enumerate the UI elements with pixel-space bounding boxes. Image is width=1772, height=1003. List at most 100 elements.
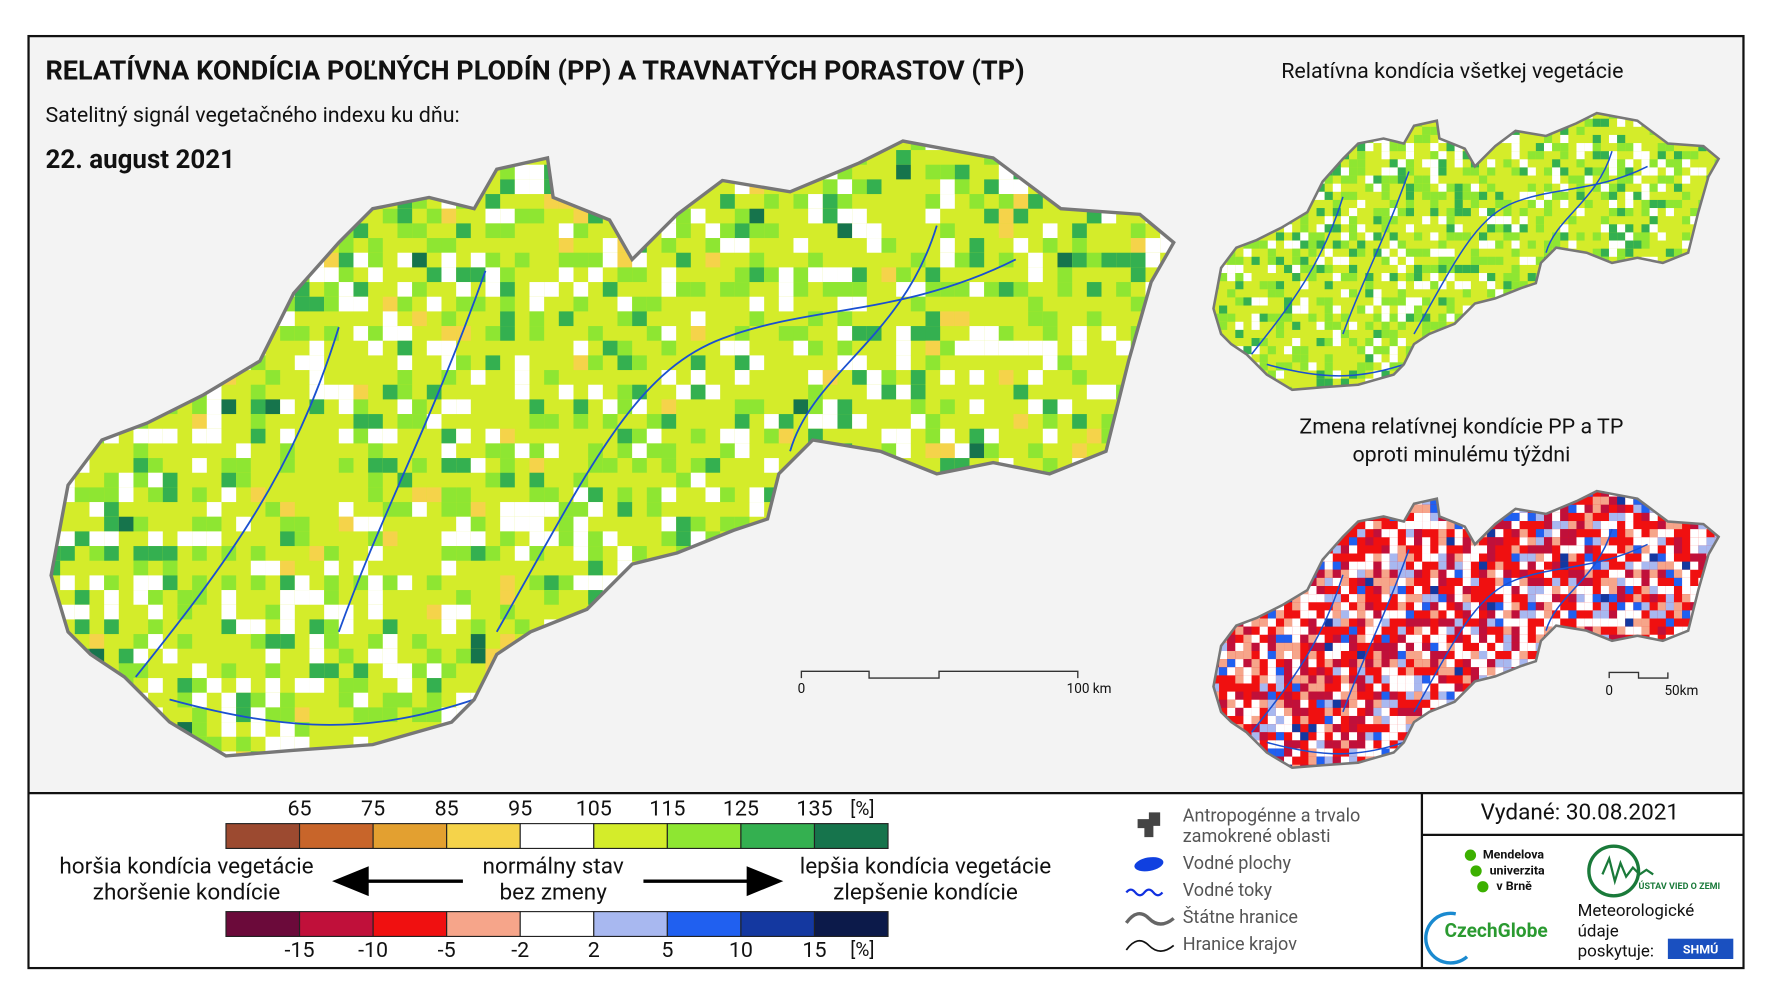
map-cell xyxy=(734,414,750,429)
map-cell xyxy=(280,736,295,752)
map-cell xyxy=(353,223,369,239)
map-cell xyxy=(676,531,691,547)
map-cell xyxy=(441,443,457,459)
map-cell xyxy=(1487,618,1496,627)
map-cell xyxy=(617,443,633,459)
map-cell xyxy=(1665,199,1674,209)
map-cell xyxy=(1251,642,1260,651)
map-cell xyxy=(1657,529,1666,538)
map-cell xyxy=(500,531,515,547)
map-cell xyxy=(1324,594,1333,603)
map-cell xyxy=(690,208,706,224)
map-cell xyxy=(793,238,809,253)
map-cell xyxy=(1414,561,1423,570)
map-cell xyxy=(500,267,515,283)
map-cell xyxy=(940,370,955,385)
map-cell xyxy=(1649,569,1658,578)
map-cell xyxy=(250,428,266,444)
map-cell xyxy=(1243,634,1252,643)
map-cell xyxy=(1251,667,1260,676)
map-cell xyxy=(1657,521,1666,530)
map-cell xyxy=(1430,577,1439,587)
map-cell xyxy=(236,472,251,488)
map-cell xyxy=(1259,281,1268,290)
map-cell xyxy=(1389,683,1398,692)
map-cell xyxy=(456,296,471,312)
map-cell xyxy=(1552,561,1561,570)
map-cell xyxy=(1365,610,1374,619)
map-cell xyxy=(1503,569,1512,578)
map-cell xyxy=(192,707,207,723)
map-cell xyxy=(1300,667,1309,676)
map-cell xyxy=(1519,561,1528,570)
map-cell xyxy=(1649,167,1658,176)
map-cell xyxy=(1608,634,1618,643)
map-cell xyxy=(808,399,823,415)
map-cell xyxy=(1292,740,1301,749)
map-cell xyxy=(500,590,515,605)
map-cell xyxy=(1462,289,1471,298)
map-cell xyxy=(1275,642,1285,651)
map-cell xyxy=(910,326,926,341)
map-cell xyxy=(910,414,926,429)
legend-swatch xyxy=(519,823,595,849)
map-cell xyxy=(1324,370,1333,379)
map-cell xyxy=(1316,577,1325,587)
map-cell xyxy=(1454,683,1463,692)
map-cell xyxy=(236,458,251,473)
map-cell xyxy=(1422,134,1431,144)
map-cell xyxy=(1543,626,1553,635)
map-cell xyxy=(1284,691,1293,700)
map-cell xyxy=(426,648,442,664)
map-cell xyxy=(1503,626,1512,635)
map-cell xyxy=(925,164,941,180)
map-cell xyxy=(1608,134,1618,144)
map-cell xyxy=(1592,167,1601,176)
map-cell xyxy=(1649,545,1658,554)
map-cell xyxy=(206,428,222,444)
map-cell xyxy=(1698,167,1707,176)
map-cell xyxy=(793,267,809,283)
map-cell xyxy=(1552,240,1561,249)
map-cell xyxy=(1625,626,1634,635)
map-cell xyxy=(1617,134,1626,144)
map-cell xyxy=(1503,232,1512,241)
legend-text: normálny stav xyxy=(483,853,624,880)
map-cell xyxy=(441,502,457,517)
map-cell xyxy=(1381,329,1390,339)
map-cell xyxy=(1625,159,1634,168)
map-cell xyxy=(1308,626,1317,635)
map-cell xyxy=(1422,691,1431,700)
legend-swatch xyxy=(372,911,448,937)
map-cell xyxy=(456,487,471,503)
map-cell xyxy=(353,414,369,429)
map-cell xyxy=(1487,159,1496,168)
map-cell xyxy=(1584,143,1593,152)
map-cell xyxy=(925,208,941,224)
map-cell xyxy=(1657,561,1666,570)
map-cell xyxy=(1552,143,1561,152)
map-cell xyxy=(1308,594,1317,603)
map-cell xyxy=(118,487,134,503)
map-cell xyxy=(1381,577,1390,587)
map-cell xyxy=(426,340,442,356)
map-cell xyxy=(1462,545,1471,554)
map-cell xyxy=(1438,537,1447,546)
map-cell xyxy=(1608,569,1618,578)
map-cell xyxy=(1042,458,1058,473)
map-cell xyxy=(646,296,662,312)
map-cell xyxy=(1535,545,1544,554)
map-cell xyxy=(500,223,515,239)
map-cell xyxy=(1316,256,1325,265)
map-cell xyxy=(1405,667,1415,676)
map-cell xyxy=(1511,143,1520,152)
map-cell xyxy=(1657,586,1666,595)
map-cell xyxy=(1454,313,1463,322)
map-cell xyxy=(1316,691,1325,700)
layer-label: Antropogénne a trvalo xyxy=(1183,806,1361,827)
map-cell xyxy=(969,326,985,341)
map-cell xyxy=(940,194,955,209)
map-cell xyxy=(397,575,413,591)
map-cell xyxy=(1013,414,1029,429)
